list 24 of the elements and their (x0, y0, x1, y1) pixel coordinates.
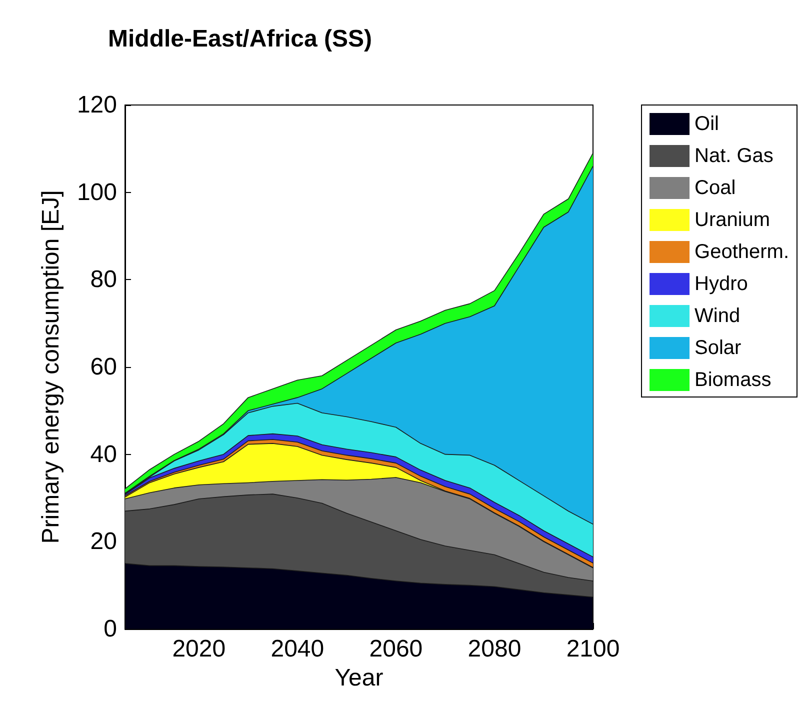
y-tick-label: 120 (76, 92, 117, 118)
y-tick-label: 80 (90, 266, 117, 294)
legend-label: Uranium (694, 209, 770, 231)
chart-title: Middle-East/Africa (SS) (108, 26, 372, 52)
y-tick-label: 0 (104, 616, 117, 642)
legend-label: Geotherm. (694, 241, 789, 263)
legend-label: Wind (694, 305, 740, 327)
legend-label: Coal (694, 177, 736, 199)
x-tick-label: 2100 (566, 636, 620, 662)
legend-label: Solar (694, 337, 742, 359)
legend-label: Biomass (694, 369, 772, 391)
y-tick-label: 40 (90, 440, 117, 468)
legend-label: Hydro (694, 273, 748, 295)
x-tick-label: 2080 (468, 636, 522, 662)
x-axis-title: Year (334, 664, 384, 692)
x-tick-label: 2020 (172, 636, 226, 662)
y-tick-label: 100 (76, 178, 117, 206)
legend-label: Nat. Gas (694, 145, 774, 167)
y-axis-title: Primary energy consumption [EJ] (38, 190, 64, 544)
x-tick-label: 2040 (270, 636, 324, 662)
legend-label: Oil (694, 113, 719, 135)
y-tick-label: 20 (90, 528, 117, 556)
y-tick-label: 60 (90, 354, 117, 380)
x-tick-label: 2060 (369, 636, 423, 662)
